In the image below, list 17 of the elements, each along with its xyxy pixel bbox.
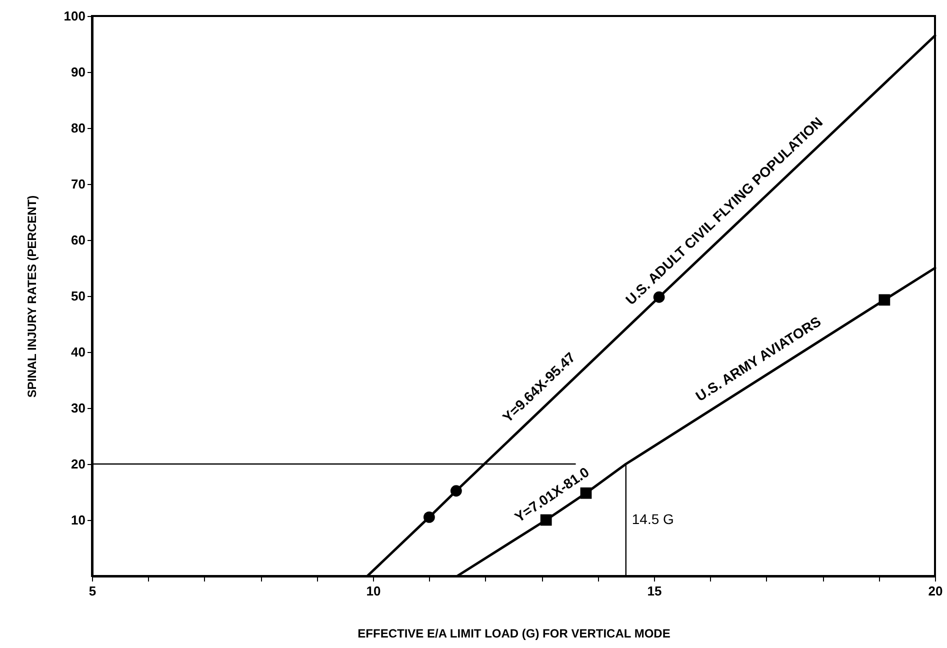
y-tick-label: 10 — [71, 512, 86, 528]
x-tick-label: 15 — [647, 584, 662, 598]
y-tick-label: 30 — [71, 400, 86, 416]
x-tick-label: 10 — [366, 584, 381, 598]
y-tick-label: 90 — [71, 64, 86, 80]
x-axis-title: EFFECTIVE E/A LIMIT LOAD (G) FOR VERTICAL MODE — [358, 626, 670, 640]
y-tick-label: 60 — [71, 232, 86, 248]
x-tick-label: 5 — [88, 584, 96, 598]
y-tick-label: 70 — [71, 176, 86, 192]
y-tick-label: 100 — [64, 8, 86, 24]
y-tick-label: 20 — [71, 456, 86, 472]
y-tick-label: 40 — [71, 344, 86, 360]
y-axis-title: SPINAL INJURY RATES (PERCENT) — [24, 195, 39, 398]
x-tick-label: 20 — [928, 584, 943, 598]
y-tick-label: 50 — [71, 288, 86, 304]
y-tick-label: 80 — [71, 120, 86, 136]
annotation: 14.5 G — [632, 511, 674, 527]
